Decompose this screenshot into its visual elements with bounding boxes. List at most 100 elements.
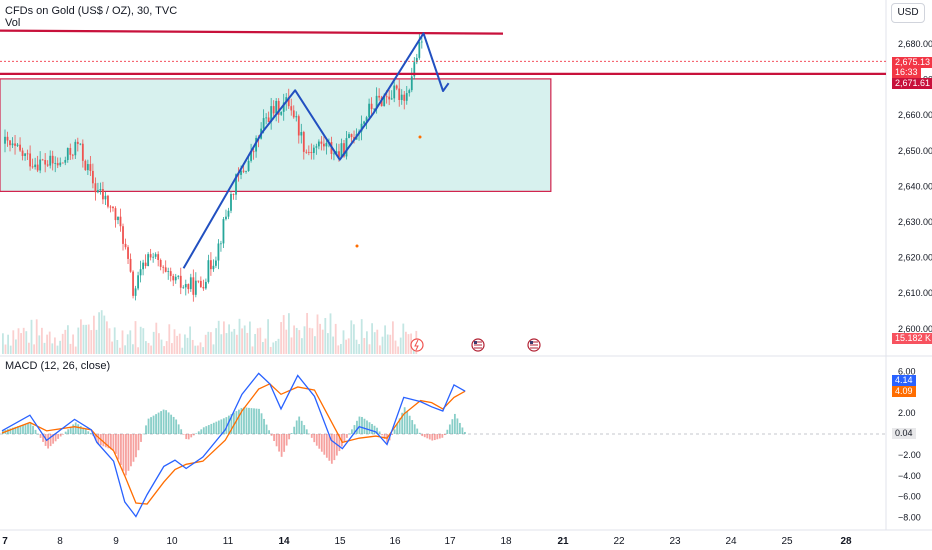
volume-bar [337, 345, 340, 354]
volume-bar [355, 339, 358, 354]
macd-hist-bar [280, 434, 283, 457]
macd-hist-bar [378, 431, 381, 434]
macd-hist-bar [102, 434, 105, 447]
time-tick-label: 28 [840, 536, 852, 547]
symbol-title[interactable]: CFDs on Gold (US$ / OZ), 30, TVC [5, 5, 178, 17]
candle-body [220, 243, 222, 245]
candle-body [252, 151, 255, 153]
candle-body [282, 102, 285, 112]
candle-body [39, 159, 42, 171]
volume-bar [384, 325, 386, 354]
volume-bar [366, 331, 368, 354]
macd-hist-bar [67, 429, 70, 434]
candle-body [217, 243, 220, 261]
macd-hist-bar [142, 433, 145, 435]
volume-bar [389, 334, 392, 354]
candle-body [177, 275, 180, 277]
macd-hist-bar [406, 411, 409, 434]
candle-body [415, 57, 418, 63]
volume-bar [158, 333, 160, 354]
time-tick-label: 16 [389, 536, 401, 547]
macd-hist-bar [438, 434, 441, 439]
candle-body [192, 277, 195, 295]
macd-hist-bar [263, 418, 265, 434]
volume-bar [308, 327, 311, 354]
candle-body [107, 195, 109, 207]
candle-body [418, 41, 421, 58]
macd-hist-bar [97, 434, 100, 445]
time-tick-label: 9 [113, 536, 119, 547]
macd-hist-bar [318, 434, 321, 449]
macd-hist-bar [109, 434, 112, 450]
volume-bar [98, 312, 100, 354]
macd-hist-bar [215, 421, 218, 434]
macd-hist-bar [180, 429, 183, 434]
resistance-line [0, 29, 504, 35]
level-price-tag: 2,671.61 [892, 78, 932, 89]
candle-body [79, 143, 82, 145]
volume-bar [386, 334, 389, 354]
candle-body [410, 76, 413, 91]
macd-hist-bar [356, 420, 358, 434]
candle-body [230, 194, 232, 211]
macd-hist-bar [114, 434, 117, 454]
macd-legend[interactable]: MACD (12, 26, close) [5, 360, 111, 372]
time-tick-label: 25 [781, 536, 793, 547]
candle-body [102, 189, 104, 200]
candle-body [157, 254, 160, 261]
macd-hist-bar [270, 434, 273, 436]
volume-bar [407, 334, 410, 354]
macd-hist-bar [433, 434, 436, 441]
candle-body [275, 100, 278, 114]
candle-body [104, 195, 107, 200]
volume-bar [181, 347, 184, 354]
volume-bar [246, 332, 249, 354]
candle-body [61, 162, 64, 164]
volume-bar [319, 323, 321, 354]
macd-hist-bar [358, 416, 361, 434]
candle-body [300, 132, 303, 136]
volume-bar [41, 327, 43, 354]
macd-hist-bar [7, 429, 9, 434]
macd-hist-bar [47, 434, 49, 449]
candle-body [16, 144, 19, 146]
volume-bar [217, 320, 220, 354]
volume-bar [194, 345, 197, 354]
candle-body [119, 216, 122, 227]
candle-body [64, 160, 67, 163]
macd-hist-bar [120, 434, 122, 466]
macd-hist-bar [27, 423, 29, 434]
candle-body [117, 216, 119, 221]
macd-hist-bar [320, 434, 323, 452]
candle-body [46, 164, 49, 166]
volume-legend[interactable]: Vol [5, 17, 21, 29]
candle-body [360, 123, 363, 132]
currency-button[interactable]: USD [891, 3, 925, 23]
volume-bar [51, 343, 54, 354]
macd-hist-bar [418, 432, 421, 434]
volume-bar [238, 318, 241, 354]
volume-bar [277, 338, 280, 354]
candle-body [292, 110, 295, 118]
macd-hist-bar [268, 430, 270, 434]
candle-body [14, 143, 16, 146]
price-tick-label: 2,680.00 [898, 39, 932, 49]
macd-hist-bar [446, 429, 449, 434]
volume-bar [282, 315, 285, 354]
volume-bar [392, 321, 394, 354]
candle-body [169, 271, 172, 276]
candle-body [320, 141, 323, 144]
candle-body [307, 151, 310, 153]
volume-bar [340, 343, 342, 354]
macd-hist-bar [167, 412, 170, 434]
volume-bar [69, 343, 72, 354]
macd-hist-bar [54, 434, 57, 442]
macd-hist-bar [325, 434, 328, 458]
candle-body [365, 117, 368, 122]
macd-hist-bar [278, 434, 281, 452]
volume-bar [126, 334, 129, 354]
candle-body [315, 146, 318, 148]
volume-bar [262, 341, 264, 354]
candle-body [370, 103, 373, 110]
